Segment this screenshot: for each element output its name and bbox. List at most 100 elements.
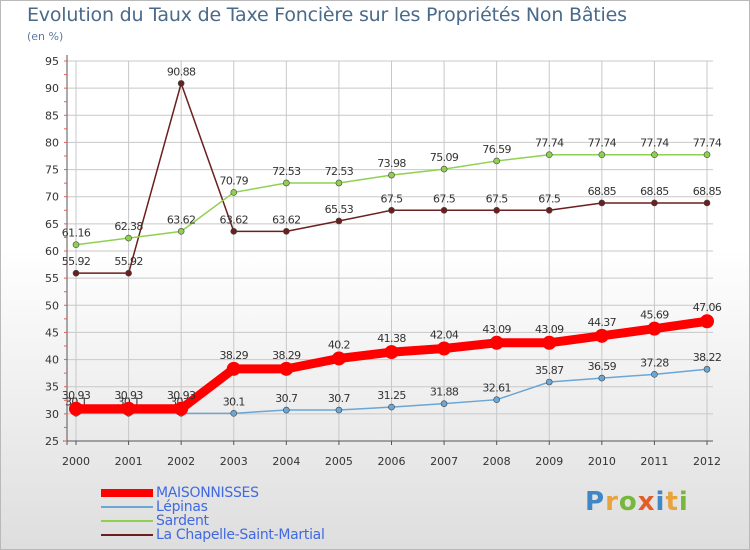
data-point: [542, 335, 557, 350]
data-point: [230, 228, 238, 235]
data-label: 41.38: [377, 332, 406, 345]
y-tick-label: 85: [45, 109, 59, 122]
y-tick-label: 90: [45, 82, 59, 95]
x-tick-label: 2011: [640, 455, 668, 468]
x-tick-label: 2003: [220, 455, 248, 468]
y-tick-label: 55: [45, 272, 59, 285]
data-point: [226, 361, 241, 376]
data-point: [545, 378, 553, 386]
data-label: 63.62: [272, 213, 301, 226]
data-point: [283, 406, 290, 414]
data-point: [545, 151, 553, 158]
data-point: [703, 199, 711, 207]
data-point: [230, 189, 238, 196]
data-point: [493, 157, 500, 165]
data-point: [440, 165, 448, 173]
data-label: 73.98: [377, 157, 406, 170]
data-label: 77.74: [640, 137, 669, 150]
data-label: 77.74: [588, 137, 617, 150]
x-tick-label: 2001: [115, 455, 143, 468]
data-point: [125, 269, 132, 277]
data-point: [125, 234, 132, 242]
data-point: [69, 401, 83, 416]
data-label: 68.85: [588, 185, 617, 198]
data-point: [440, 206, 448, 214]
grid-lines: [67, 60, 713, 442]
data-point: [545, 206, 553, 214]
data-label: 30.7: [328, 392, 351, 405]
data-label: 90.88: [167, 65, 196, 78]
data-point: [489, 335, 504, 350]
data-label: 31.88: [430, 386, 459, 399]
logo-letter: x: [637, 487, 656, 517]
data-point: [703, 365, 711, 373]
data-label: 40.2: [328, 338, 350, 351]
data-label: 44.37: [588, 316, 617, 329]
data-point: [388, 171, 395, 179]
data-label: 30.93: [167, 389, 196, 402]
data-label: 36.59: [588, 360, 617, 373]
logo-letter: t: [665, 487, 679, 517]
x-tick-label: 2005: [325, 455, 353, 468]
data-label: 75.09: [430, 151, 459, 164]
data-label: 30.7: [275, 392, 298, 405]
data-point: [335, 179, 343, 187]
data-label: 38.29: [272, 349, 301, 362]
x-tick-label: 2000: [62, 455, 90, 468]
data-label: 31.25: [377, 389, 406, 402]
legend-swatch: [101, 534, 153, 536]
data-label: 42.04: [430, 328, 459, 341]
data-label: 61.16: [62, 227, 91, 240]
data-point: [598, 199, 606, 207]
data-label: 70.79: [220, 174, 249, 187]
data-label: 38.22: [693, 351, 722, 364]
logo-letter: o: [618, 487, 638, 517]
data-label: 68.85: [693, 185, 722, 198]
data-label: 62.38: [114, 220, 143, 233]
data-point: [177, 80, 185, 87]
legend-label: Sardent: [156, 513, 209, 529]
data-point: [72, 269, 80, 277]
data-point: [335, 217, 343, 225]
data-point: [174, 401, 189, 416]
x-tick-label: 2008: [483, 455, 511, 468]
data-point: [440, 400, 448, 407]
series-sardent: 61.16 62.38 63.62 70.79 72.53 72.53 73.98 75.09…: [62, 137, 722, 249]
data-point: [703, 151, 711, 158]
legend-swatch: [101, 520, 153, 522]
data-point: [331, 351, 346, 366]
data-label: 30.93: [62, 389, 91, 402]
y-tick-label: 70: [45, 191, 59, 204]
data-point: [283, 228, 290, 235]
data-point: [493, 396, 500, 403]
data-point: [493, 206, 500, 214]
data-label: 32.61: [482, 382, 511, 395]
data-label: 30.93: [114, 389, 143, 402]
y-tick-label: 60: [45, 245, 59, 258]
data-point: [651, 371, 658, 378]
y-tick-label: 65: [45, 218, 59, 231]
data-point: [388, 206, 395, 214]
data-label: 43.09: [535, 323, 564, 336]
data-point: [335, 406, 343, 414]
data-point: [598, 374, 606, 382]
proxiti-logo: Proxiti: [585, 487, 689, 517]
data-label: 63.62: [167, 213, 196, 226]
data-label: 55.92: [114, 255, 143, 268]
data-label: 30.1: [223, 395, 245, 408]
y-tick-label: 40: [45, 354, 59, 367]
logo-letter: r: [605, 487, 619, 517]
data-label: 67.5: [380, 192, 403, 205]
legend-label: MAISONNISSES: [156, 485, 259, 501]
data-label: 37.28: [640, 356, 669, 369]
x-tick-label: 2002: [167, 455, 195, 468]
data-point: [651, 199, 658, 207]
y-tick-label: 45: [45, 326, 59, 339]
data-label: 35.87: [535, 364, 564, 377]
x-tick-label: 2004: [272, 455, 300, 468]
x-tick-label: 2007: [430, 455, 458, 468]
y-tick-label: 95: [45, 55, 59, 68]
data-point: [279, 361, 294, 376]
series-maisonnisses: 30.93 30.93 30.93 38.29 38.29 40.2 41.38 42.04 4…: [62, 301, 722, 416]
data-label: 77.74: [535, 137, 564, 150]
